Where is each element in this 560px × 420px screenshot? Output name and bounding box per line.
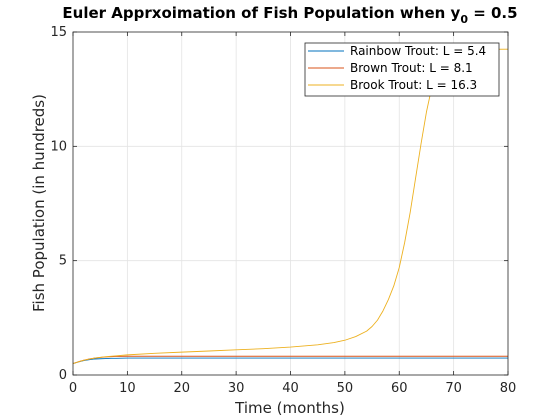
x-axis-label: Time (months) xyxy=(234,399,345,417)
chart-title-subscript: 0 xyxy=(460,13,468,26)
x-tick-label: 60 xyxy=(391,381,408,396)
y-tick-label: 15 xyxy=(50,25,67,40)
x-tick-label: 20 xyxy=(173,381,190,396)
chart-title: Euler Apprxoimation of Fish Population w… xyxy=(62,4,517,26)
legend: Rainbow Trout: L = 5.4 Brown Trout: L = 8… xyxy=(304,42,500,97)
x-tick-labels: 0 10 20 30 40 50 60 70 80 xyxy=(69,381,516,396)
chart-title-suffix: = 0.5 xyxy=(468,4,518,22)
series-line-0 xyxy=(72,357,508,365)
x-tick-label: 10 xyxy=(119,381,136,396)
y-tick-labels: 0 5 10 15 xyxy=(50,25,67,383)
y-tick-label: 0 xyxy=(59,368,67,383)
x-tick-label: 0 xyxy=(69,381,77,396)
x-tick-label: 70 xyxy=(445,381,462,396)
x-tick-label: 30 xyxy=(228,381,245,396)
y-axis-label: Fish Population (in hundreds) xyxy=(30,94,48,312)
legend-label-2: Brook Trout: L = 16.3 xyxy=(350,78,477,92)
x-tick-label: 80 xyxy=(500,381,517,396)
legend-label-1: Brown Trout: L = 8.1 xyxy=(350,61,473,75)
axis-ticks xyxy=(72,31,509,376)
x-tick-label: 50 xyxy=(337,381,354,396)
legend-label-0: Rainbow Trout: L = 5.4 xyxy=(350,44,486,58)
chart-title-main: Euler Apprxoimation of Fish Population w… xyxy=(62,4,460,22)
legend-box xyxy=(304,42,500,97)
y-tick-label: 10 xyxy=(50,139,67,154)
x-tick-label: 40 xyxy=(282,381,299,396)
y-tick-label: 5 xyxy=(59,254,67,269)
